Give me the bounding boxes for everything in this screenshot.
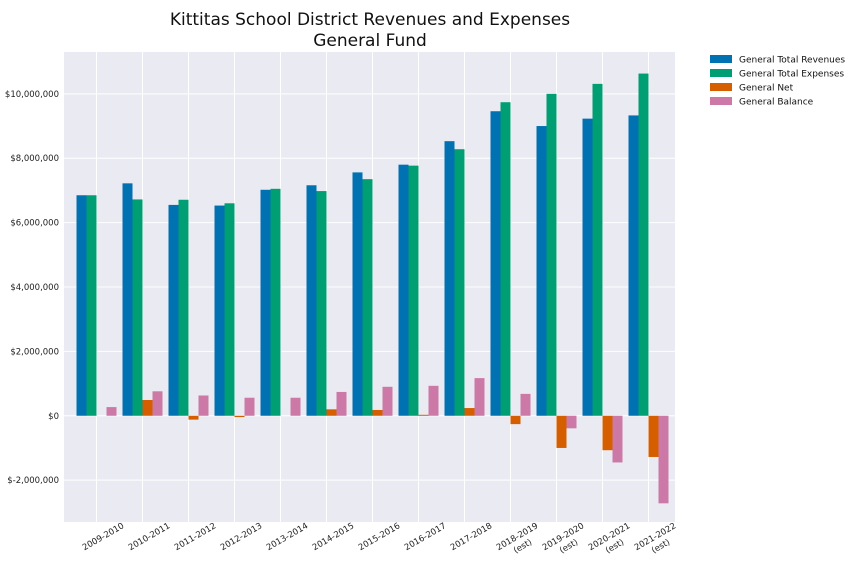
y-tick-label: $8,000,000 bbox=[10, 154, 59, 164]
bar bbox=[428, 385, 439, 416]
bar bbox=[546, 93, 557, 416]
bar bbox=[224, 203, 235, 416]
bar bbox=[520, 393, 531, 416]
y-tick-label: $4,000,000 bbox=[10, 283, 59, 293]
x-tick-label-group: 2013-2014 bbox=[265, 521, 310, 553]
bar bbox=[270, 188, 281, 416]
bar bbox=[260, 189, 271, 416]
x-tick-label: 2010-2011 bbox=[127, 521, 172, 553]
bar bbox=[408, 165, 419, 416]
bar bbox=[500, 102, 511, 416]
x-tick-label: 2013-2014 bbox=[265, 521, 310, 553]
legend-swatch bbox=[710, 69, 732, 77]
y-tick-label: $-2,000,000 bbox=[7, 476, 59, 486]
x-tick-label-group: 2021-2022(est) bbox=[633, 521, 678, 556]
x-tick-label: 2012-2013 bbox=[219, 521, 264, 553]
bar bbox=[510, 415, 521, 425]
bars bbox=[76, 73, 669, 504]
legend-label: General Balance bbox=[739, 98, 814, 108]
bar bbox=[214, 205, 225, 416]
x-tick-label-group: 2019-2020(est) bbox=[541, 521, 586, 556]
bar bbox=[474, 378, 485, 416]
bar bbox=[464, 408, 475, 416]
x-tick-label-group: 2010-2011 bbox=[127, 521, 172, 553]
bar bbox=[132, 199, 143, 416]
bar bbox=[178, 199, 189, 416]
bar bbox=[556, 415, 567, 448]
x-tick-label: 2014-2015 bbox=[311, 521, 356, 553]
legend-swatch bbox=[710, 55, 732, 63]
bar bbox=[188, 415, 199, 420]
bar bbox=[418, 414, 429, 416]
bar bbox=[454, 149, 465, 416]
x-tick-label: 2017-2018 bbox=[449, 521, 494, 553]
bar bbox=[372, 409, 383, 416]
x-tick-label-group: 2012-2013 bbox=[219, 521, 264, 553]
bar bbox=[168, 204, 179, 416]
bar bbox=[306, 185, 317, 416]
bar bbox=[638, 73, 649, 416]
bar bbox=[536, 126, 547, 416]
bar bbox=[612, 415, 623, 463]
bar bbox=[352, 172, 363, 416]
x-tick-label-group: 2018-2019(est) bbox=[495, 521, 540, 556]
bar bbox=[76, 195, 87, 416]
bar bbox=[244, 397, 255, 416]
x-tick-label: 2011-2012 bbox=[173, 521, 218, 553]
bar bbox=[648, 415, 659, 457]
bar bbox=[382, 386, 393, 416]
x-tick-label: 2016-2017 bbox=[403, 521, 448, 553]
bar bbox=[490, 111, 501, 416]
y-tick-label: $2,000,000 bbox=[10, 347, 59, 357]
legend-swatch bbox=[710, 97, 732, 105]
x-tick-label-group: 2020-2021(est) bbox=[587, 521, 632, 556]
y-tick-label: $0 bbox=[48, 412, 59, 422]
x-axis-ticks: 2009-2010 2010-2011 2011-2012 2012-2013 2013… bbox=[81, 521, 678, 556]
chart-subtitle: General Fund bbox=[313, 31, 427, 51]
bar bbox=[398, 164, 409, 416]
bar bbox=[444, 141, 455, 416]
chart-title: Kittitas School District Revenues and Ex… bbox=[170, 10, 570, 30]
legend-swatch bbox=[710, 83, 732, 91]
x-tick-label: 2015-2016 bbox=[357, 521, 402, 553]
bar bbox=[106, 407, 117, 416]
x-tick-label-group: 2014-2015 bbox=[311, 521, 356, 553]
legend-label: General Net bbox=[739, 84, 794, 94]
bar bbox=[566, 415, 577, 429]
bar bbox=[336, 391, 347, 416]
y-tick-label: $10,000,000 bbox=[5, 90, 59, 100]
bar bbox=[592, 83, 603, 416]
bar bbox=[152, 391, 163, 416]
y-axis-ticks: $-2,000,000 $0 $2,000,000 $4,000,000 $6,000,… bbox=[5, 90, 59, 486]
bar bbox=[628, 115, 639, 416]
bar bbox=[142, 399, 153, 416]
bar bbox=[198, 395, 209, 416]
legend-label: General Total Expenses bbox=[739, 70, 844, 80]
bar bbox=[362, 179, 373, 416]
x-tick-label-group: 2011-2012 bbox=[173, 521, 218, 553]
bar bbox=[86, 195, 97, 416]
bar bbox=[290, 397, 301, 416]
bar bbox=[658, 415, 669, 504]
x-tick-label-group: 2017-2018 bbox=[449, 521, 494, 553]
bar bbox=[582, 118, 593, 416]
x-tick-label-group: 2009-2010 bbox=[81, 521, 126, 553]
bar bbox=[316, 191, 327, 416]
x-tick-label-group: 2015-2016 bbox=[357, 521, 402, 553]
x-tick-label-group: 2016-2017 bbox=[403, 521, 448, 553]
bar bbox=[326, 409, 337, 416]
legend-label: General Total Revenues bbox=[739, 56, 845, 66]
bar bbox=[234, 415, 245, 418]
y-tick-label: $6,000,000 bbox=[10, 219, 59, 229]
legend: General Total Revenues General Total Expe… bbox=[710, 55, 845, 108]
x-tick-label: 2009-2010 bbox=[81, 521, 126, 553]
bar bbox=[122, 183, 133, 416]
bar bbox=[602, 415, 613, 451]
